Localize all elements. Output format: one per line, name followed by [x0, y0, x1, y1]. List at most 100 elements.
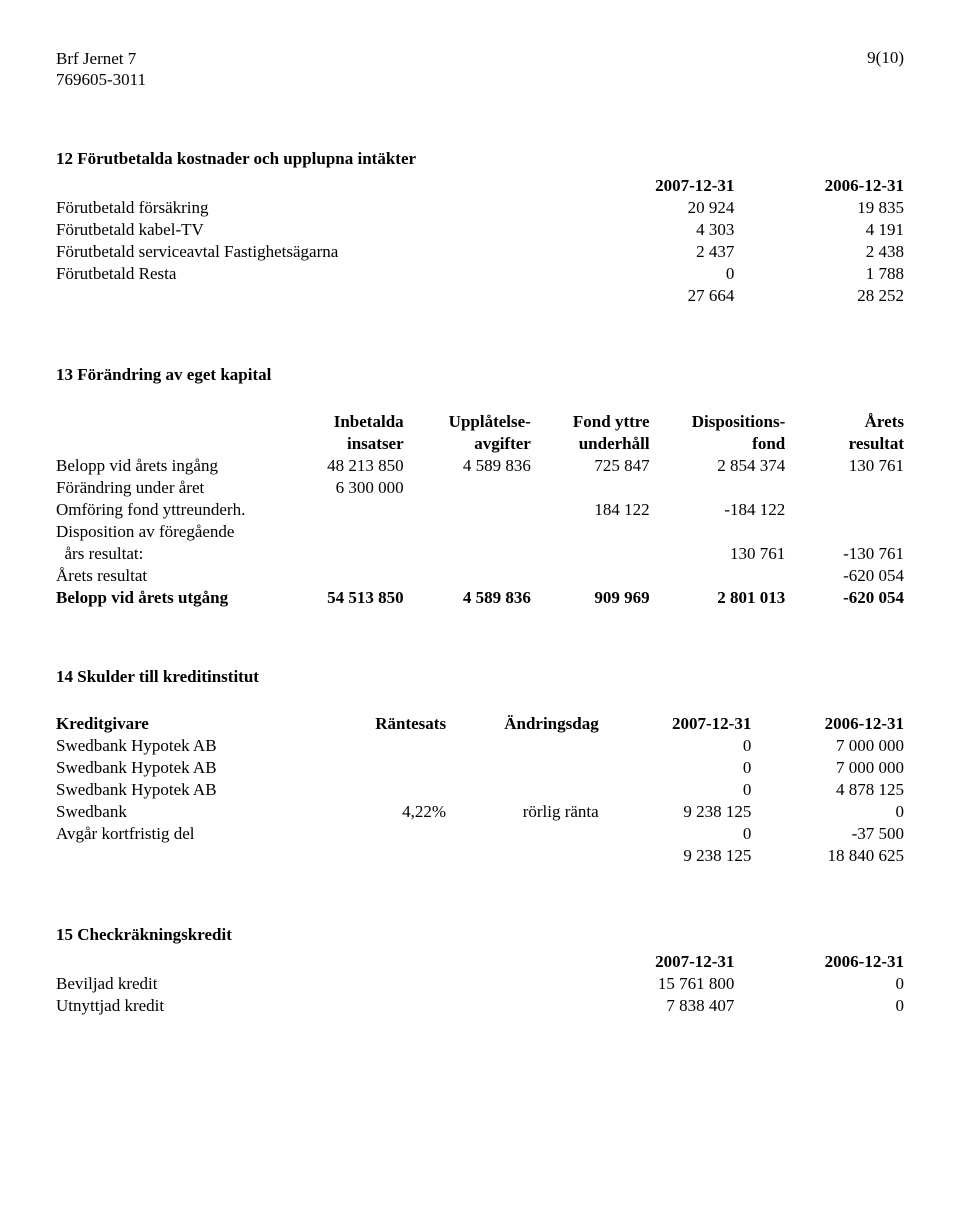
table-row: Förändring under året 6 300 000	[56, 477, 904, 499]
cell: 20 924	[565, 197, 735, 219]
table-13: Inbetalda Upplåtelse- Fond yttre Disposi…	[56, 411, 904, 609]
cell	[650, 565, 786, 587]
section-13-title: 13 Förändring av eget kapital	[56, 365, 904, 385]
col-head: Dispositions-	[650, 411, 786, 433]
cell: 0	[734, 995, 904, 1017]
page-number: 9(10)	[867, 48, 904, 91]
table-row: Utnyttjad kredit 7 838 407 0	[56, 995, 904, 1017]
table-15: 2007-12-31 2006-12-31 Beviljad kredit 15…	[56, 951, 904, 1017]
cell: 725 847	[531, 455, 650, 477]
cell	[446, 823, 599, 845]
cell: 9 238 125	[599, 801, 752, 823]
row-label: Avgår kortfristig del	[56, 823, 327, 845]
col-head: Inbetalda	[276, 411, 403, 433]
row-label: Förutbetald kabel-TV	[56, 219, 565, 241]
cell: 7 838 407	[565, 995, 735, 1017]
table-row: Swedbank Hypotek AB 0 7 000 000	[56, 757, 904, 779]
row-label: Disposition av föregående	[56, 521, 276, 543]
cell: 0	[751, 801, 904, 823]
row-label: Omföring fond yttreunderh.	[56, 499, 276, 521]
sum-cell: 18 840 625	[751, 845, 904, 867]
col-head: Fond yttre	[531, 411, 650, 433]
table-row: Förutbetald Resta 0 1 788	[56, 263, 904, 285]
cell: 19 835	[734, 197, 904, 219]
col-head: Årets	[785, 411, 904, 433]
row-label: Belopp vid årets utgång	[56, 587, 276, 609]
table-row: Förutbetald serviceavtal Fastighetsägarn…	[56, 241, 904, 263]
cell	[531, 565, 650, 587]
col-head: Ändringsdag	[446, 713, 599, 735]
table-row: Disposition av föregående	[56, 521, 904, 543]
table-row: Förutbetald försäkring 20 924 19 835	[56, 197, 904, 219]
cell	[404, 565, 531, 587]
table-row: Omföring fond yttreunderh. 184 122 -184 …	[56, 499, 904, 521]
cell: 7 000 000	[751, 735, 904, 757]
cell: 0	[599, 779, 752, 801]
table-header-row: Kreditgivare Räntesats Ändringsdag 2007-…	[56, 713, 904, 735]
table-header-row: Inbetalda Upplåtelse- Fond yttre Disposi…	[56, 411, 904, 433]
cell	[276, 543, 403, 565]
table-sum-row: 27 664 28 252	[56, 285, 904, 307]
col-head: insatser	[276, 433, 403, 455]
cell: 130 761	[785, 455, 904, 477]
row-label: Förutbetald Resta	[56, 263, 565, 285]
sum-cell: 9 238 125	[599, 845, 752, 867]
row-label: Swedbank	[56, 801, 327, 823]
table-row: Swedbank Hypotek AB 0 4 878 125	[56, 779, 904, 801]
cell: 4 589 836	[404, 587, 531, 609]
cell: 184 122	[531, 499, 650, 521]
row-label: Beviljad kredit	[56, 973, 565, 995]
section-15-title: 15 Checkräkningskredit	[56, 925, 904, 945]
table-header-row: 2007-12-31 2006-12-31	[56, 951, 904, 973]
col-head: avgifter	[404, 433, 531, 455]
col-head: resultat	[785, 433, 904, 455]
col-2006: 2006-12-31	[734, 175, 904, 197]
cell: 4 589 836	[404, 455, 531, 477]
cell: 0	[599, 735, 752, 757]
cell: rörlig ränta	[446, 801, 599, 823]
cell: 130 761	[650, 543, 786, 565]
cell: 2 801 013	[650, 587, 786, 609]
cell	[531, 543, 650, 565]
row-label: Förutbetald försäkring	[56, 197, 565, 219]
cell	[276, 499, 403, 521]
cell	[404, 543, 531, 565]
sum-cell: 28 252	[734, 285, 904, 307]
row-label: Swedbank Hypotek AB	[56, 757, 327, 779]
org-block: Brf Jernet 7 769605-3011	[56, 48, 146, 91]
org-id: 769605-3011	[56, 69, 146, 90]
cell: 1 788	[734, 263, 904, 285]
cell: 2 437	[565, 241, 735, 263]
cell	[650, 477, 786, 499]
cell	[531, 477, 650, 499]
cell	[327, 735, 446, 757]
col-head: underhåll	[531, 433, 650, 455]
cell	[446, 757, 599, 779]
cell	[327, 823, 446, 845]
col-2006: 2006-12-31	[734, 951, 904, 973]
sum-cell: 27 664	[565, 285, 735, 307]
col-2007: 2007-12-31	[565, 175, 735, 197]
table-12: 2007-12-31 2006-12-31 Förutbetald försäk…	[56, 175, 904, 307]
cell: -620 054	[785, 587, 904, 609]
col-head: 2007-12-31	[599, 713, 752, 735]
cell	[276, 565, 403, 587]
cell: 0	[734, 973, 904, 995]
table-header-row: 2007-12-31 2006-12-31	[56, 175, 904, 197]
row-label: Utnyttjad kredit	[56, 995, 565, 1017]
table-row: Beviljad kredit 15 761 800 0	[56, 973, 904, 995]
cell: -37 500	[751, 823, 904, 845]
table-row: Swedbank 4,22% rörlig ränta 9 238 125 0	[56, 801, 904, 823]
cell	[404, 477, 531, 499]
cell	[785, 499, 904, 521]
cell: 7 000 000	[751, 757, 904, 779]
col-head: 2006-12-31	[751, 713, 904, 735]
cell	[785, 477, 904, 499]
cell	[327, 757, 446, 779]
org-name: Brf Jernet 7	[56, 48, 146, 69]
cell	[446, 735, 599, 757]
col-head: fond	[650, 433, 786, 455]
page-header: Brf Jernet 7 769605-3011 9(10)	[56, 48, 904, 91]
cell: -130 761	[785, 543, 904, 565]
table-14: Kreditgivare Räntesats Ändringsdag 2007-…	[56, 713, 904, 867]
